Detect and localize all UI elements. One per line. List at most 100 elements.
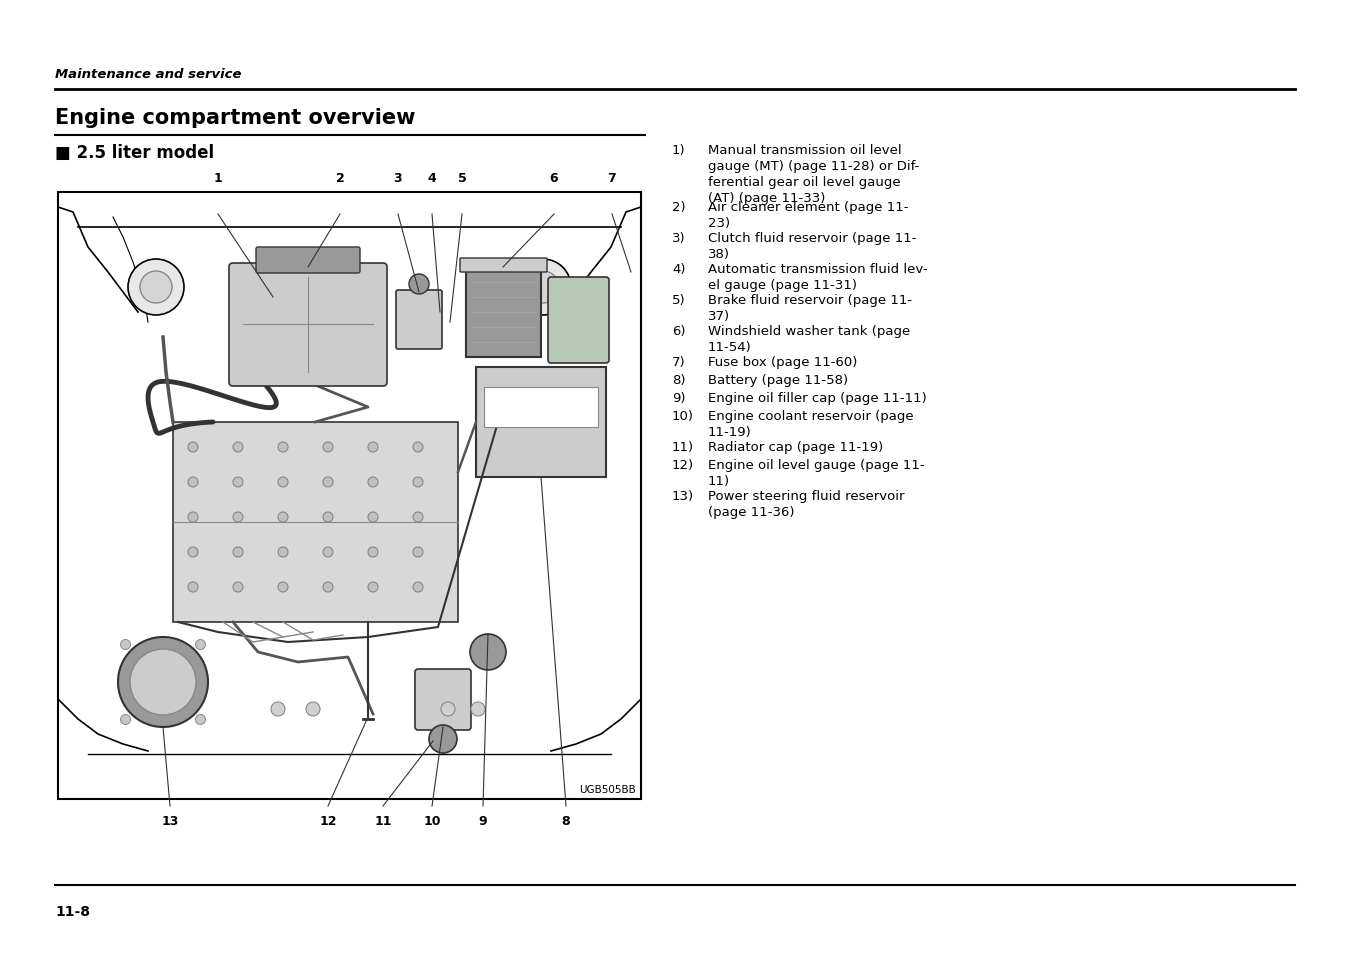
Circle shape xyxy=(279,513,288,522)
Circle shape xyxy=(188,442,198,453)
Circle shape xyxy=(279,582,288,593)
Text: 8): 8) xyxy=(672,374,685,387)
Text: Engine oil level gauge (page 11-
11): Engine oil level gauge (page 11- 11) xyxy=(708,458,925,488)
Text: 13: 13 xyxy=(162,814,179,827)
Circle shape xyxy=(516,260,571,315)
Text: UGB505BB: UGB505BB xyxy=(579,784,637,794)
Text: 6: 6 xyxy=(549,172,559,185)
Text: Automatic transmission fluid lev-
el gauge (page 11-31): Automatic transmission fluid lev- el gau… xyxy=(708,263,927,292)
Text: 7: 7 xyxy=(607,172,616,185)
Circle shape xyxy=(470,635,506,670)
Circle shape xyxy=(121,639,131,650)
Circle shape xyxy=(323,513,332,522)
Text: Engine oil filler cap (page 11-11): Engine oil filler cap (page 11-11) xyxy=(708,392,927,405)
Circle shape xyxy=(367,477,378,488)
Text: Windshield washer tank (page
11-54): Windshield washer tank (page 11-54) xyxy=(708,325,910,354)
Text: 6): 6) xyxy=(672,325,685,337)
Circle shape xyxy=(441,702,455,717)
Circle shape xyxy=(233,442,244,453)
Text: 5): 5) xyxy=(672,294,685,307)
Text: 11-8: 11-8 xyxy=(55,904,90,918)
Circle shape xyxy=(413,582,423,593)
Circle shape xyxy=(323,477,332,488)
Text: 1: 1 xyxy=(214,172,222,185)
Text: 13): 13) xyxy=(672,490,695,502)
Text: 11): 11) xyxy=(672,440,695,454)
Text: 7): 7) xyxy=(672,355,685,369)
Text: 2: 2 xyxy=(335,172,345,185)
Text: 11: 11 xyxy=(374,814,392,827)
Circle shape xyxy=(188,582,198,593)
Text: 10): 10) xyxy=(672,410,695,422)
FancyBboxPatch shape xyxy=(396,291,441,350)
Text: 1): 1) xyxy=(672,144,685,157)
Text: Manual transmission oil level
gauge (MT) (page 11-28) or Dif-
ferential gear oil: Manual transmission oil level gauge (MT)… xyxy=(708,144,919,205)
Text: 5: 5 xyxy=(458,172,466,185)
Circle shape xyxy=(279,442,288,453)
Circle shape xyxy=(121,715,131,724)
Circle shape xyxy=(279,547,288,558)
FancyBboxPatch shape xyxy=(548,277,608,364)
Text: Fuse box (page 11-60): Fuse box (page 11-60) xyxy=(708,355,857,369)
Circle shape xyxy=(413,547,423,558)
Circle shape xyxy=(323,442,332,453)
FancyBboxPatch shape xyxy=(466,268,541,357)
Bar xyxy=(174,422,458,622)
Circle shape xyxy=(131,649,197,716)
Circle shape xyxy=(413,513,423,522)
Text: Engine coolant reservoir (page
11-19): Engine coolant reservoir (page 11-19) xyxy=(708,410,914,438)
Circle shape xyxy=(271,702,285,717)
Circle shape xyxy=(233,547,244,558)
Text: 4: 4 xyxy=(428,172,436,185)
Text: 4): 4) xyxy=(672,263,685,275)
Circle shape xyxy=(409,274,429,294)
Circle shape xyxy=(367,513,378,522)
Circle shape xyxy=(413,442,423,453)
Text: Radiator cap (page 11-19): Radiator cap (page 11-19) xyxy=(708,440,883,454)
Text: Battery (page 11-58): Battery (page 11-58) xyxy=(708,374,848,387)
Text: 8: 8 xyxy=(561,814,571,827)
Text: Maintenance and service: Maintenance and service xyxy=(55,68,241,81)
Text: Clutch fluid reservoir (page 11-
38): Clutch fluid reservoir (page 11- 38) xyxy=(708,232,917,261)
Circle shape xyxy=(188,477,198,488)
Circle shape xyxy=(118,638,209,727)
Circle shape xyxy=(367,442,378,453)
FancyBboxPatch shape xyxy=(229,264,388,387)
Circle shape xyxy=(233,477,244,488)
Text: 12): 12) xyxy=(672,458,695,472)
Text: ■ 2.5 liter model: ■ 2.5 liter model xyxy=(55,144,214,162)
Text: 9: 9 xyxy=(479,814,487,827)
Text: 3: 3 xyxy=(393,172,402,185)
Bar xyxy=(476,368,606,477)
Text: Brake fluid reservoir (page 11-
37): Brake fluid reservoir (page 11- 37) xyxy=(708,294,913,323)
Circle shape xyxy=(279,477,288,488)
Text: Engine compartment overview: Engine compartment overview xyxy=(55,108,416,128)
Circle shape xyxy=(528,272,559,304)
Circle shape xyxy=(140,272,172,304)
Circle shape xyxy=(413,477,423,488)
Circle shape xyxy=(306,702,320,717)
Circle shape xyxy=(429,725,458,753)
Circle shape xyxy=(233,582,244,593)
Circle shape xyxy=(367,582,378,593)
Text: 12: 12 xyxy=(319,814,336,827)
FancyBboxPatch shape xyxy=(415,669,471,730)
FancyBboxPatch shape xyxy=(256,248,359,274)
Circle shape xyxy=(195,639,206,650)
Circle shape xyxy=(323,582,332,593)
Circle shape xyxy=(471,702,485,717)
Circle shape xyxy=(233,513,244,522)
Circle shape xyxy=(195,715,206,724)
Circle shape xyxy=(367,547,378,558)
Circle shape xyxy=(188,547,198,558)
Text: 3): 3) xyxy=(672,232,685,245)
Bar xyxy=(485,388,598,428)
Circle shape xyxy=(128,260,184,315)
Text: 2): 2) xyxy=(672,201,685,213)
Bar xyxy=(58,193,641,800)
Text: 10: 10 xyxy=(423,814,440,827)
Text: 9): 9) xyxy=(672,392,685,405)
FancyBboxPatch shape xyxy=(460,258,546,273)
Circle shape xyxy=(323,547,332,558)
Text: Power steering fluid reservoir
(page 11-36): Power steering fluid reservoir (page 11-… xyxy=(708,490,905,518)
